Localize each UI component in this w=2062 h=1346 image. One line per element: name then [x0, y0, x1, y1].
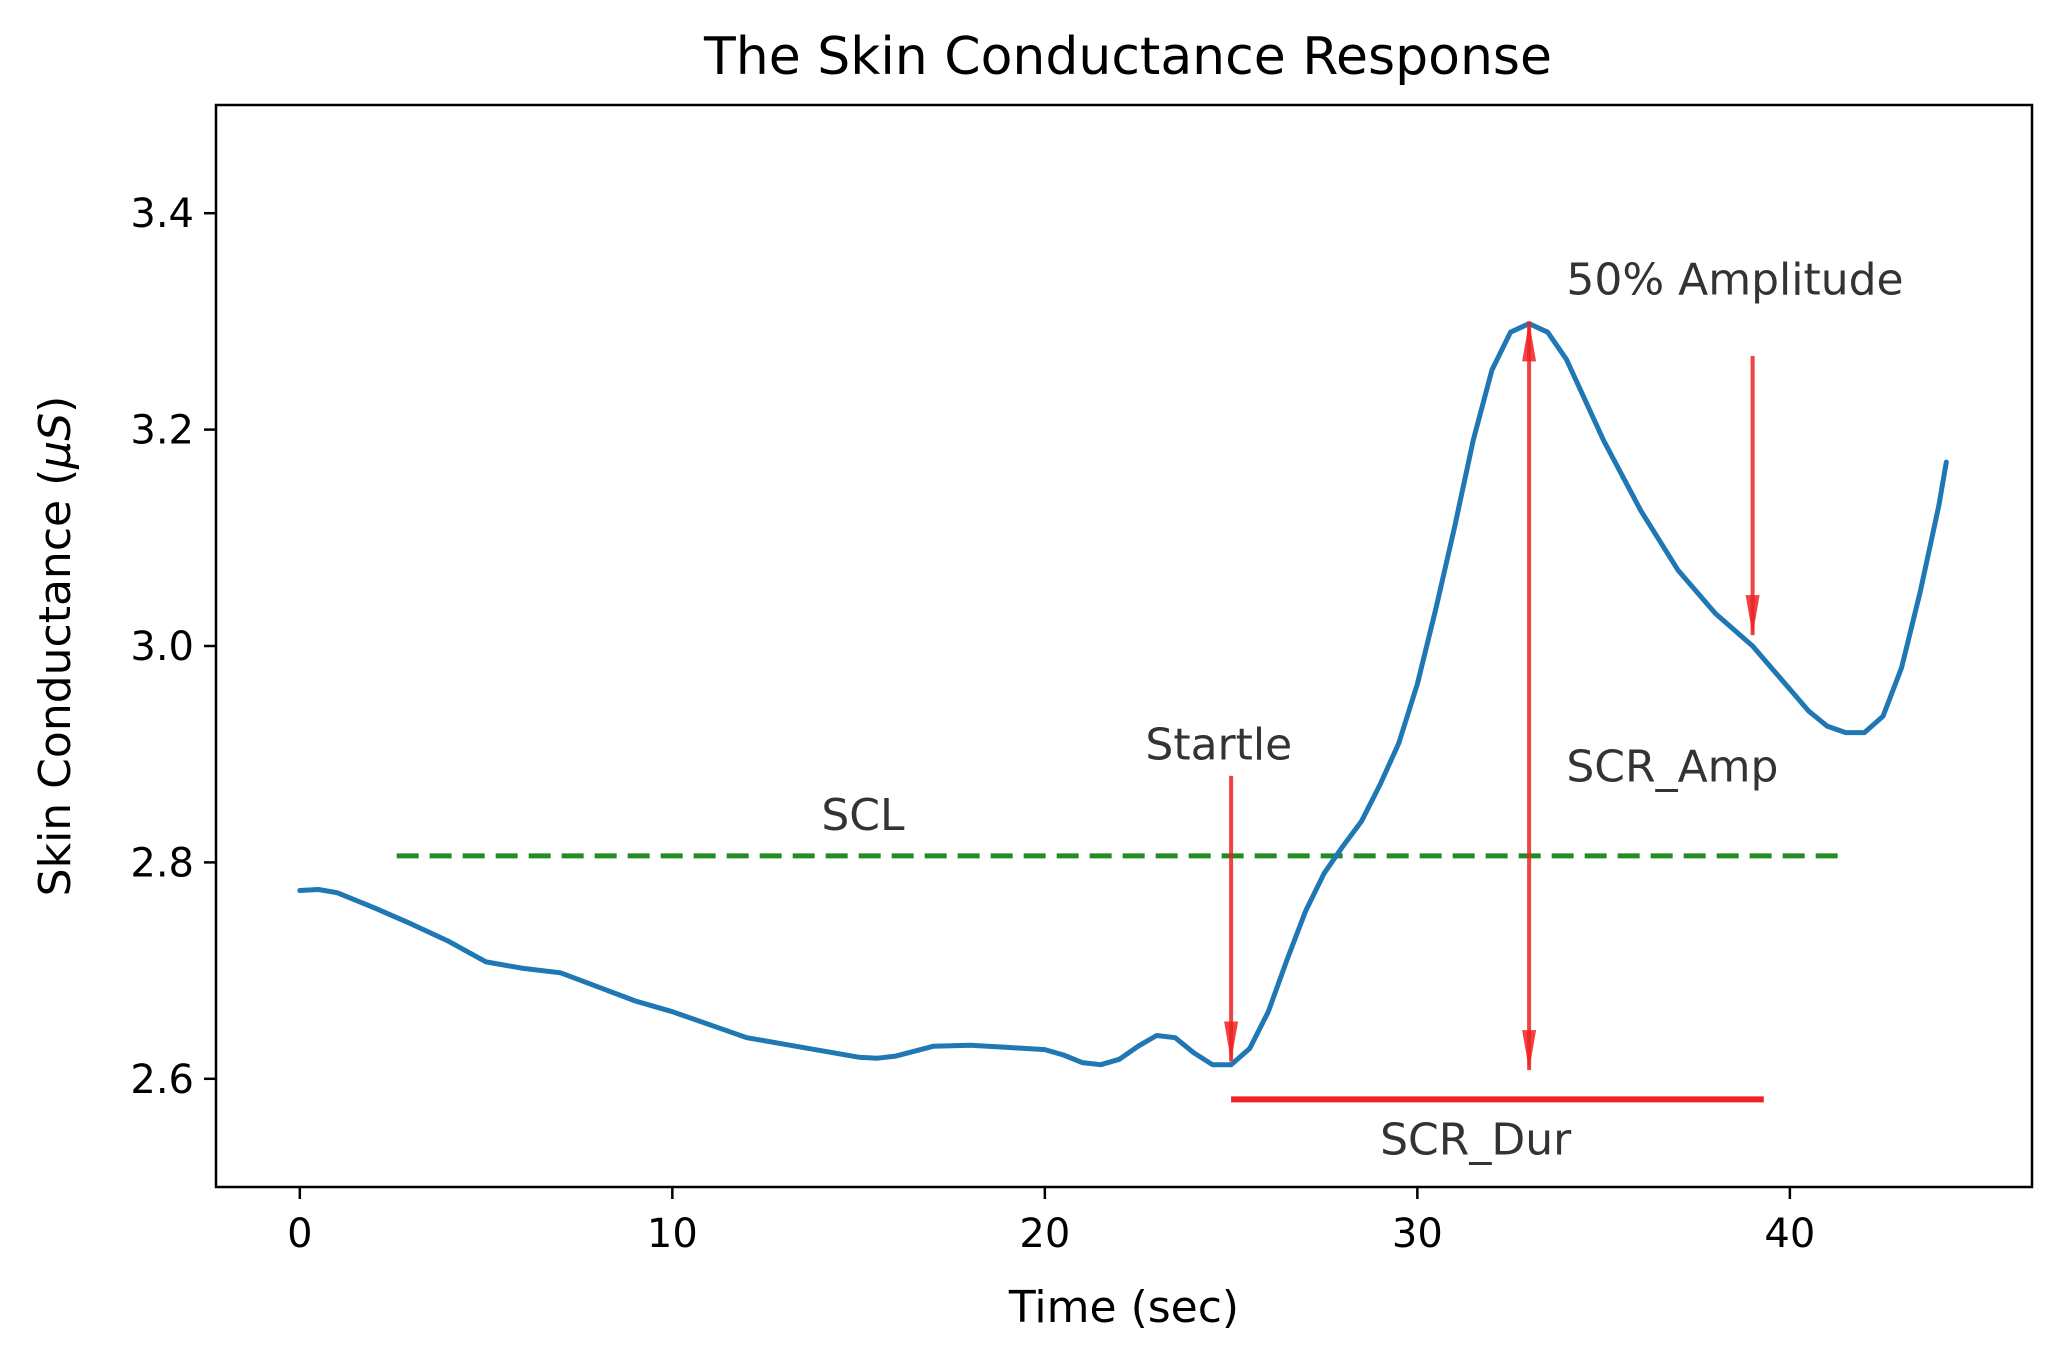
y-tick-label: 2.8	[130, 840, 194, 886]
x-axis-label: Time (sec)	[1008, 1282, 1239, 1333]
conductance-line	[297, 321, 1949, 1068]
y-axis: 2.6 2.8 3.0 3.2 3.4	[130, 191, 216, 1103]
y-tick-label: 2.6	[130, 1057, 194, 1103]
half-amplitude-arrow-head	[1745, 595, 1760, 636]
x-tick-label: 30	[1392, 1211, 1443, 1257]
x-axis: 0 10 20 30 40	[287, 1187, 1815, 1257]
chart-title: The Skin Conductance Response	[703, 27, 1552, 87]
y-tick-label: 3.0	[130, 624, 194, 670]
scr-amp-arrow-tail-head	[1522, 1030, 1537, 1071]
startle-arrow-head	[1224, 1021, 1239, 1062]
x-tick-label: 20	[1019, 1211, 1070, 1257]
y-tick-label: 3.4	[130, 191, 194, 237]
scr-amp-arrow-head	[1522, 321, 1537, 362]
annotation-scr-amp: SCR_Amp	[1566, 741, 1778, 792]
y-tick-label: 3.2	[130, 408, 194, 454]
x-tick-label: 40	[1764, 1211, 1815, 1257]
annotation-scr-dur: SCR_Dur	[1380, 1115, 1572, 1166]
annotation-scl: SCL	[821, 790, 905, 841]
annotation-50-amplitude: 50% Amplitude	[1566, 254, 1903, 305]
y-axis-label: Skin Conductance (μS)	[30, 396, 81, 897]
x-tick-label: 10	[647, 1211, 698, 1257]
annotation-startle: Startle	[1145, 720, 1292, 771]
x-tick-label: 0	[287, 1211, 312, 1257]
